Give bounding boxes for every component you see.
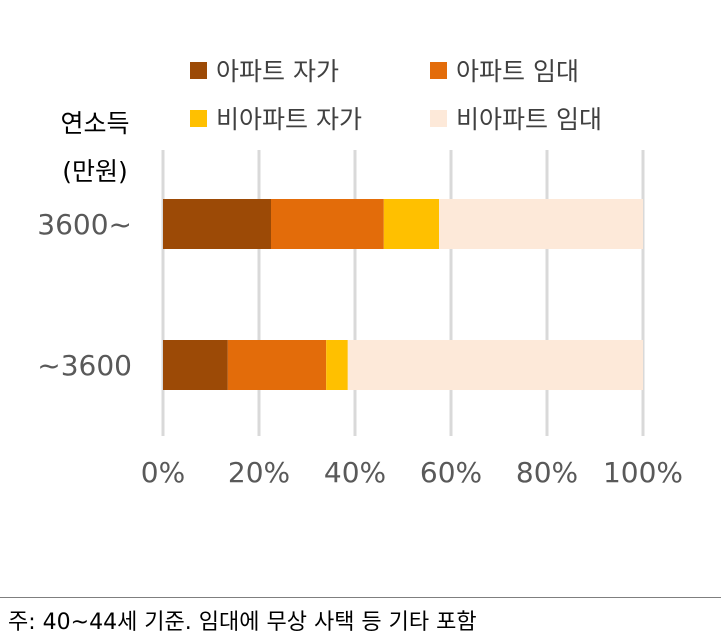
bar-low-income-series-0 (163, 340, 228, 390)
x-tick-label-3: 60% (420, 456, 482, 489)
legend-item-nonapt-rented: 비아파트 임대 (430, 100, 602, 136)
footnote: 주: 40~44세 기준. 임대에 무상 사택 등 기타 포함 (8, 610, 477, 635)
legend-item-apt-owned: 아파트 자가 (190, 52, 339, 88)
bar-high-income-series-3 (439, 199, 643, 249)
x-tick-label-1: 20% (228, 456, 290, 489)
bar-low-income-series-2 (326, 340, 348, 390)
bar-high-income-series-1 (271, 199, 384, 249)
bar-low-income-series-1 (227, 340, 327, 390)
legend-swatch-nonapt-owned (190, 109, 207, 127)
bar-high-income-series-2 (383, 199, 439, 249)
stacked-bar-chart: 3600~ ~3600 0% 20% 40% 60% 80% 100% (37, 150, 683, 489)
y-axis-title-line1: 연소득 (60, 109, 130, 138)
legend-item-apt-rented: 아파트 임대 (430, 52, 579, 88)
legend-swatch-nonapt-rented (430, 109, 447, 127)
legend-label-nonapt-rented: 비아파트 임대 (456, 105, 602, 134)
x-tick-label-0: 0% (141, 456, 185, 489)
bar-high-income-series-0 (163, 199, 271, 249)
legend-label-apt-owned: 아파트 자가 (216, 57, 339, 86)
bar-low-income-series-3 (347, 340, 643, 390)
y-axis-title-line2: (만원) (62, 157, 128, 186)
x-tick-label-2: 40% (324, 456, 386, 489)
footnote-divider (0, 597, 721, 598)
legend-item-nonapt-owned: 비아파트 자가 (190, 100, 362, 136)
legend-swatch-apt-owned (190, 61, 207, 79)
x-tick-label-5: 100% (603, 456, 683, 489)
legend-label-apt-rented: 아파트 임대 (456, 57, 579, 86)
x-tick-label-4: 80% (516, 456, 578, 489)
category-label-1: ~3600 (37, 349, 132, 382)
legend-label-nonapt-owned: 비아파트 자가 (216, 105, 362, 134)
category-label-0: 3600~ (37, 208, 132, 241)
legend-swatch-apt-rented (430, 61, 447, 79)
